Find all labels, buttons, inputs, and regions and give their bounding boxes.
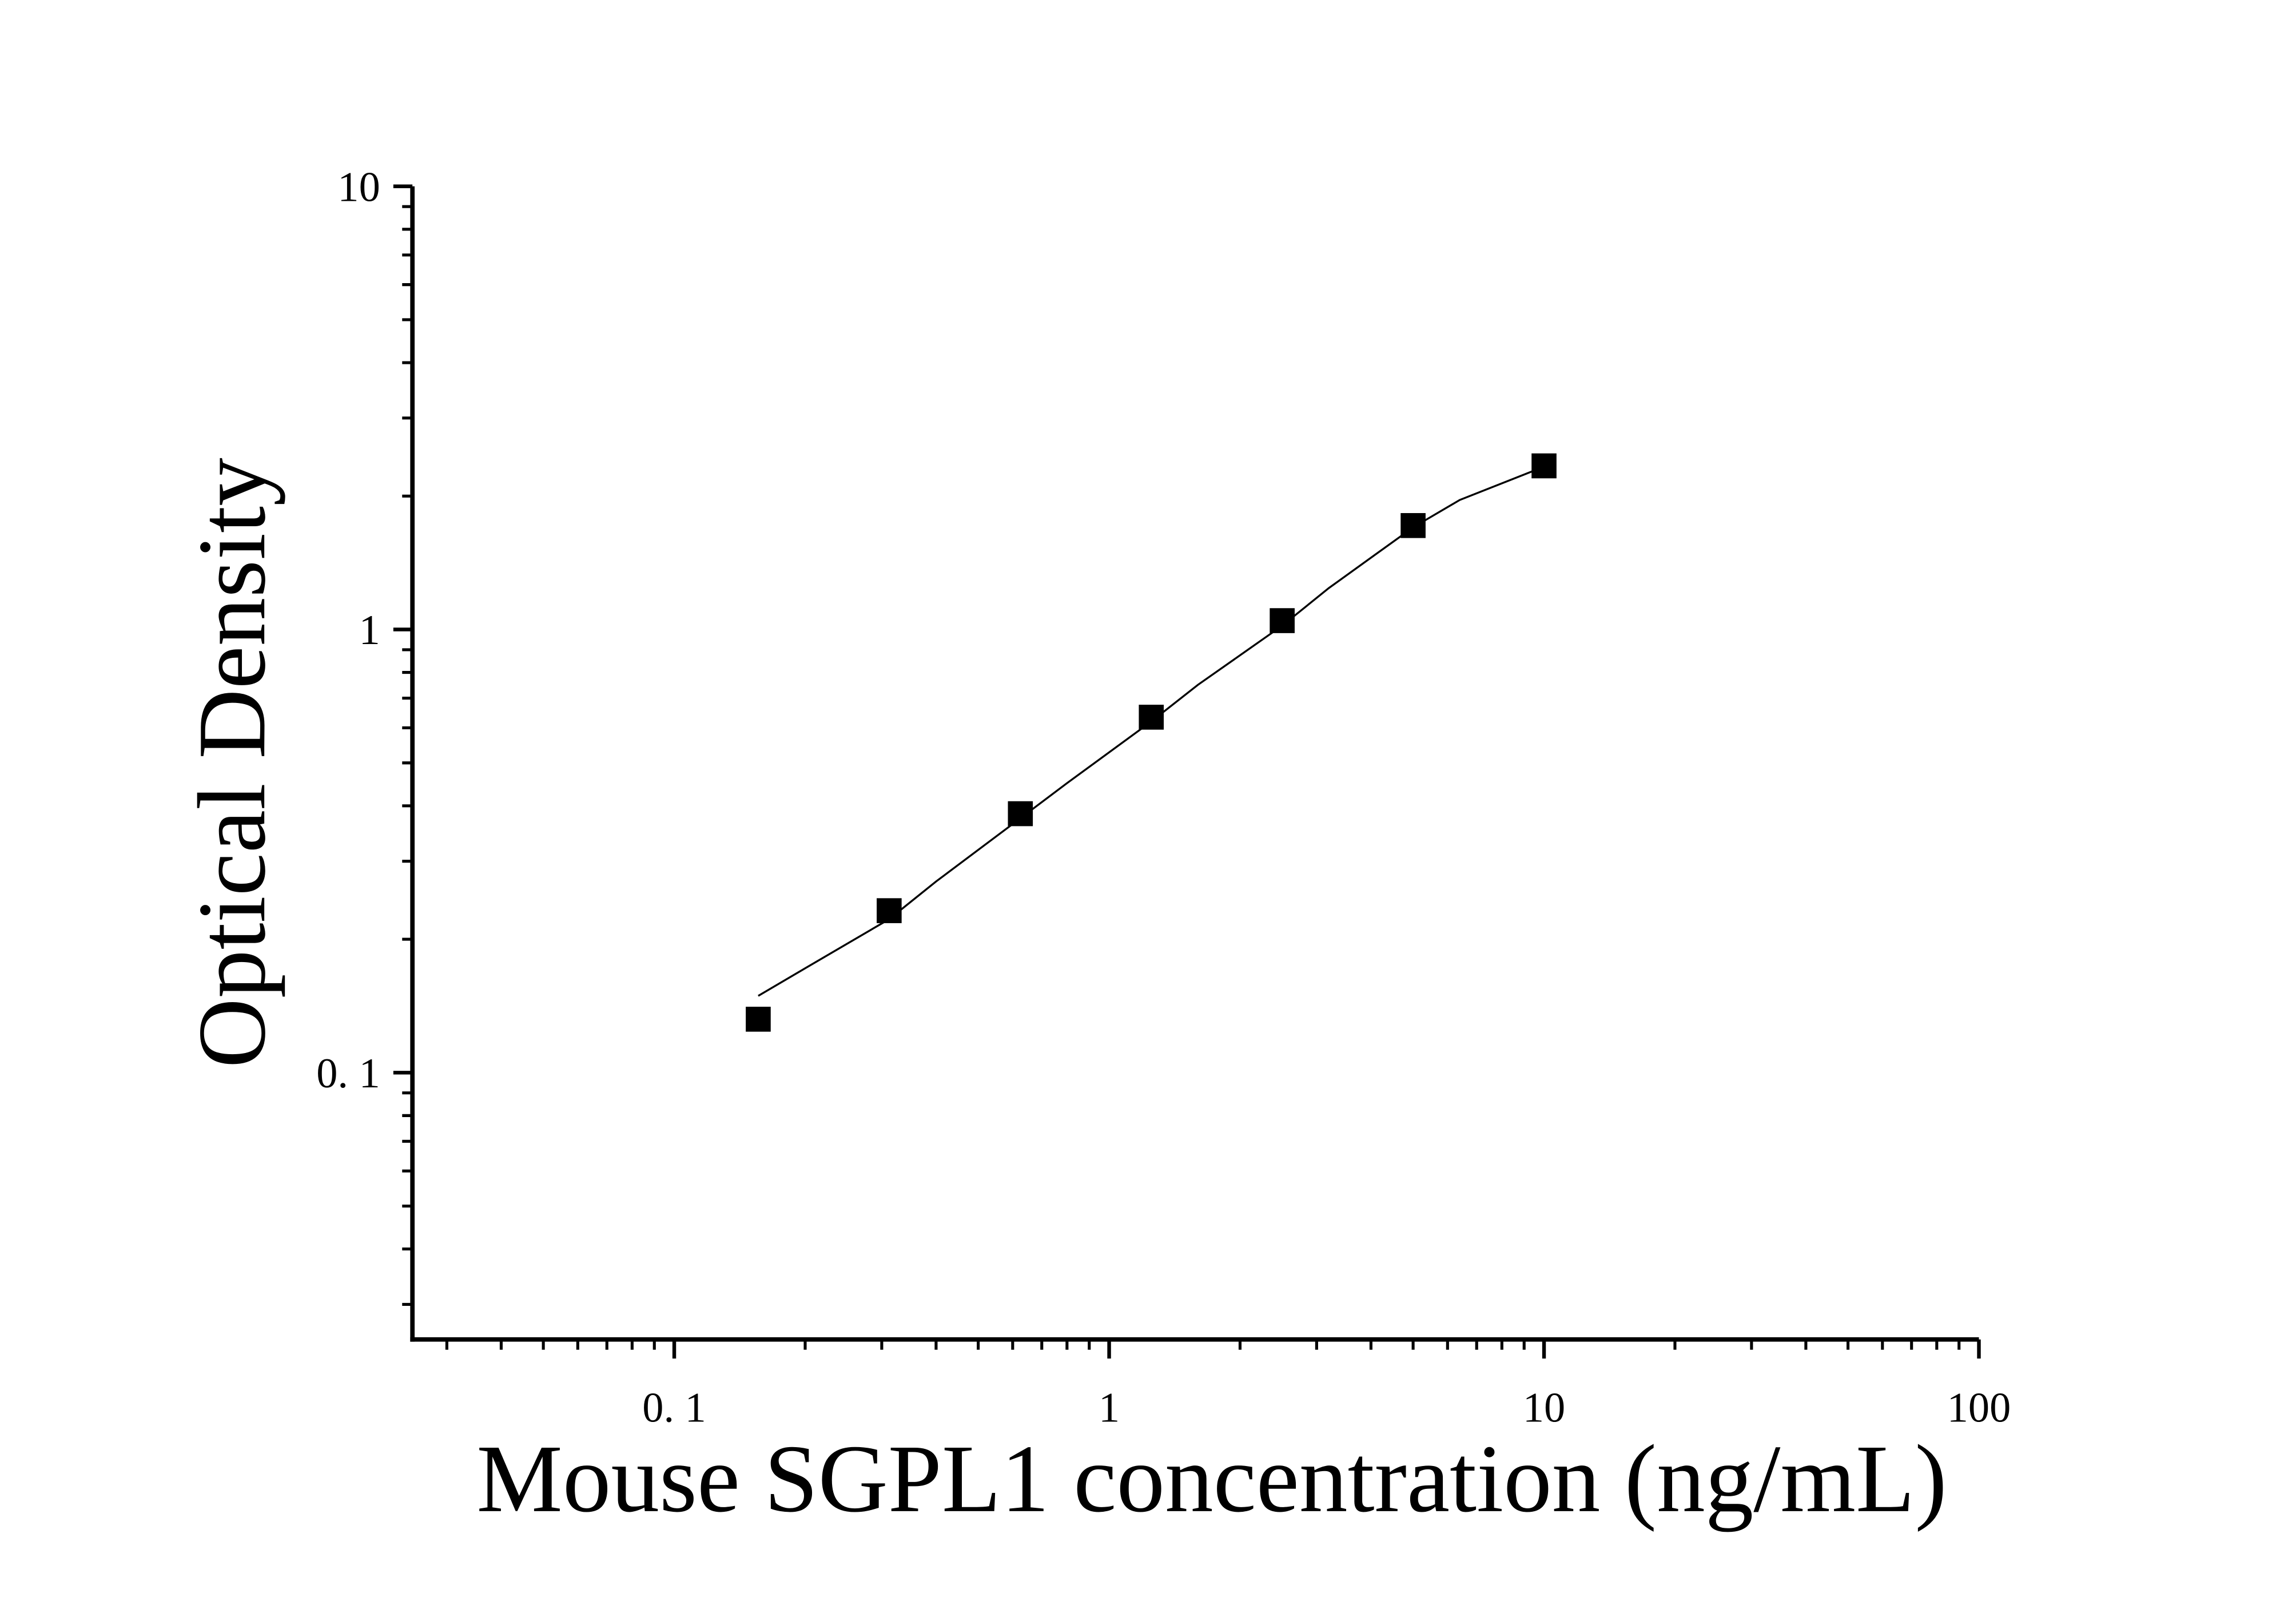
y-tick-label: 1 — [359, 607, 380, 654]
y-axis-title: Optical Density — [178, 458, 285, 1068]
x-tick-label: 1 — [1099, 1384, 1120, 1431]
x-axis-title: Mouse SGPL1 concentration (ng/mL) — [476, 1425, 1947, 1532]
data-point — [1139, 705, 1164, 730]
x-tick-label: 10 — [1523, 1384, 1565, 1431]
data-point — [1008, 801, 1033, 827]
x-tick-label: 100 — [1947, 1384, 2011, 1431]
data-point — [1531, 453, 1557, 479]
y-tick-label: 10 — [337, 164, 380, 210]
data-point — [1270, 608, 1295, 633]
y-tick-label: 0. 1 — [316, 1050, 380, 1097]
data-point — [746, 1007, 771, 1032]
x-tick-label: 0. 1 — [642, 1384, 706, 1431]
fit-curve — [758, 466, 1545, 997]
